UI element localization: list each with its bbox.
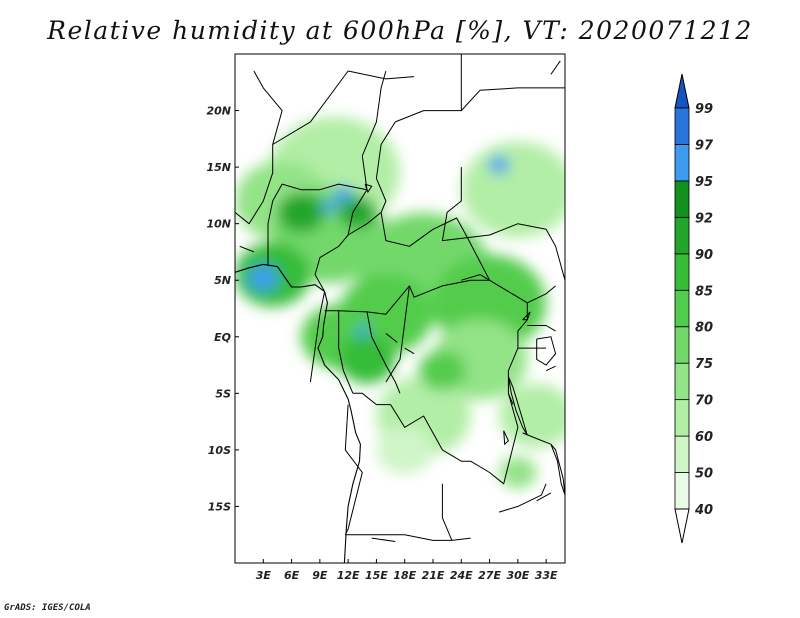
country-border: [527, 285, 556, 304]
latitude-axis: 20N 15N 10N 5N EQ 5S 10S 15S: [206, 105, 239, 513]
country-border: [324, 212, 491, 315]
colorbar-top-arrow: [674, 73, 690, 109]
lake-outline: [550, 60, 561, 75]
colorbar-label: 85: [695, 284, 713, 299]
colorbar-segment: [674, 216, 690, 255]
humidity-region: [418, 350, 466, 391]
humidity-region: [498, 456, 537, 489]
colorbar-label: 95: [695, 175, 713, 190]
humidity-region: [334, 186, 353, 203]
lon-tick-label: 9E: [312, 569, 328, 582]
map-frame: [234, 53, 566, 564]
colorbar-label: 70: [695, 394, 713, 409]
humidity-region: [355, 325, 369, 337]
colorbar-label: 60: [695, 430, 713, 445]
country-border: [460, 87, 565, 111]
colorbar-segment: [674, 107, 690, 145]
colorbar-label: 75: [695, 357, 713, 372]
lake-outline: [371, 537, 396, 542]
country-border: [498, 483, 547, 513]
lon-tick-label: 21E: [422, 569, 445, 582]
humidity-region: [338, 196, 377, 229]
colorbar-segment: [674, 144, 690, 182]
lake-outline: [545, 365, 556, 372]
country-border: [441, 483, 453, 541]
colorbar-label: 90: [695, 248, 713, 263]
lake-outline: [239, 245, 255, 253]
lat-tick-label: 15S: [208, 500, 231, 513]
colorbar-label: 97: [695, 138, 714, 153]
colorbar-label: 92: [695, 211, 713, 226]
colorbar-segment: [674, 399, 690, 437]
country-border: [344, 404, 363, 535]
colorbar-label: 50: [695, 467, 713, 482]
lat-tick-label: 5S: [215, 387, 231, 400]
colorbar-legend: 40 50 60 70 75 80 85 90 92 95 97 99: [674, 73, 714, 544]
lat-tick-label: 5N: [214, 274, 231, 287]
colorbar-label: 80: [695, 321, 713, 336]
colorbar-segment: [674, 253, 690, 291]
humidity-region: [461, 141, 565, 238]
country-border: [366, 311, 401, 394]
country-border: [272, 70, 349, 145]
colorbar-segment: [674, 326, 690, 364]
longitude-axis: 3E 6E 9E 12E 15E 18E 21E 24E 27E 30E 33E: [256, 559, 558, 582]
humidity-region: [499, 383, 565, 449]
country-border: [338, 310, 354, 394]
lon-tick-label: 27E: [478, 569, 501, 582]
colorbar-segment: [674, 289, 690, 328]
lake-outline: [522, 311, 531, 321]
humidity-region: [248, 265, 279, 291]
country-border: [527, 325, 556, 332]
country-border: [347, 70, 415, 80]
country-border: [267, 183, 368, 266]
country-border: [235, 70, 283, 225]
humidity-region: [338, 335, 396, 384]
colorbar-bottom-arrow: [674, 508, 690, 544]
humidity-region: [277, 192, 325, 233]
lake-outline: [364, 183, 373, 194]
country-border: [345, 534, 471, 541]
colorbar-segment: [674, 472, 690, 510]
country-border: [352, 392, 519, 485]
lon-tick-label: 30E: [506, 569, 529, 582]
lon-tick-label: 33E: [535, 569, 558, 582]
lat-tick-label: 10S: [208, 444, 231, 457]
lake-outline: [550, 443, 565, 496]
lon-tick-label: 6E: [284, 569, 300, 582]
coastline: [235, 263, 361, 563]
lat-tick-label: 15N: [206, 161, 231, 174]
lake-outline: [536, 336, 557, 366]
lat-tick-label: 10N: [206, 218, 231, 231]
colorbar-label: 99: [695, 102, 713, 117]
colorbar-segment: [674, 180, 690, 218]
lon-tick-label: 3E: [256, 569, 272, 582]
lat-tick-label: 20N: [206, 105, 231, 118]
lake-outline: [404, 347, 415, 355]
country-border: [385, 285, 410, 383]
country-border: [461, 223, 565, 281]
colorbar-label: 40: [694, 503, 713, 518]
lon-tick-label: 18E: [393, 569, 416, 582]
country-border: [347, 54, 462, 236]
humidity-region: [376, 425, 434, 474]
lake-outline: [507, 376, 528, 436]
map-title: Relative humidity at 600hPa [%], VT: 202…: [47, 16, 753, 45]
lon-tick-label: 24E: [450, 569, 473, 582]
lon-tick-label: 12E: [337, 569, 360, 582]
grads-credit: GrADS: IGES/COLA: [4, 603, 91, 613]
humidity-region: [321, 200, 337, 214]
lake-outline: [385, 333, 398, 343]
lon-tick-label: 15E: [365, 569, 388, 582]
colorbar-segment: [674, 362, 690, 401]
humidity-region: [488, 156, 510, 174]
country-border: [441, 167, 462, 242]
lake-outline: [536, 492, 552, 502]
colorbar-segment: [674, 435, 690, 473]
lat-tick-label: EQ: [214, 331, 231, 344]
humidity-shading: [235, 54, 565, 563]
political-boundaries: [235, 54, 565, 563]
lake-outline: [503, 430, 510, 446]
